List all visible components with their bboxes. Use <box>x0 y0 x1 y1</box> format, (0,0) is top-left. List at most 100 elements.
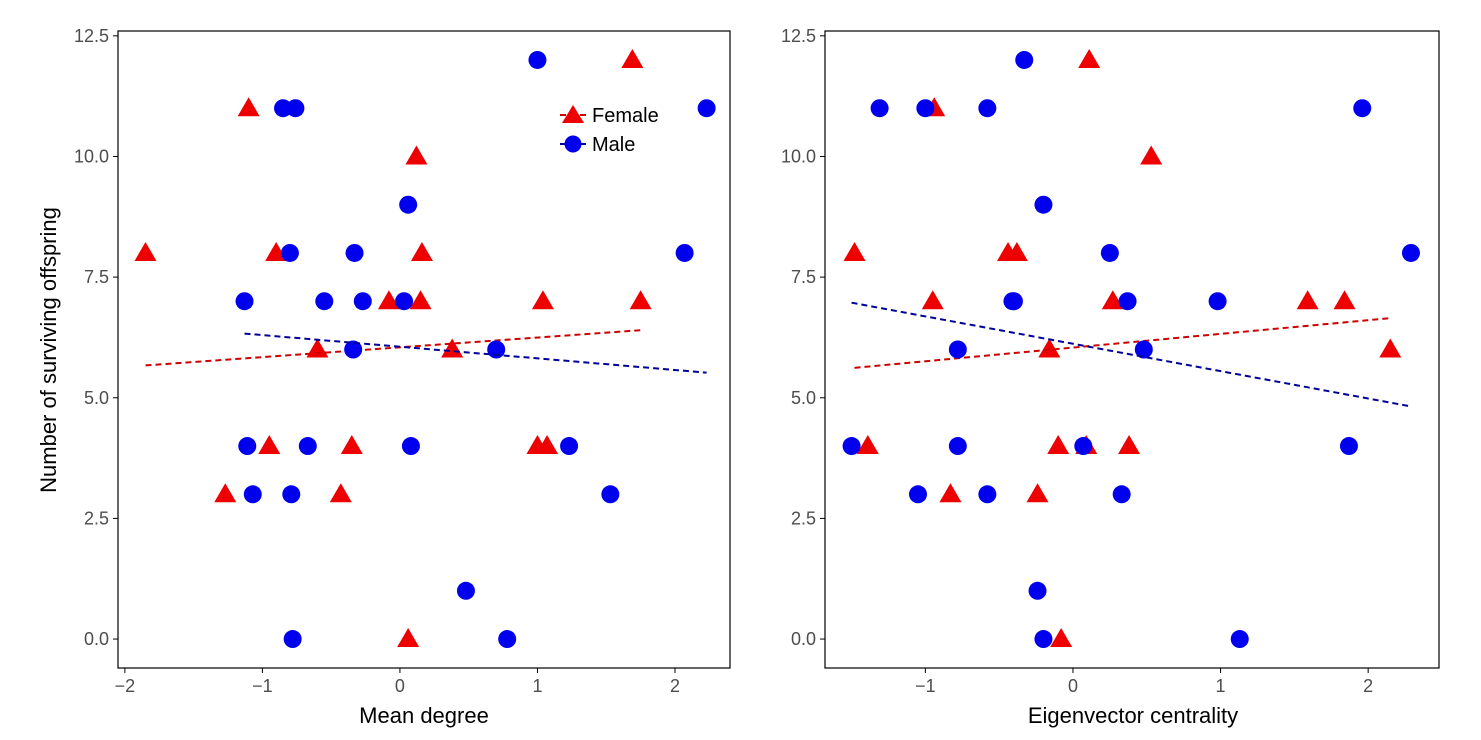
male-point <box>282 485 301 504</box>
male-point <box>1004 292 1023 311</box>
male-point <box>353 292 372 311</box>
male-point <box>697 99 716 118</box>
female-point <box>134 241 157 261</box>
legend-female-label: Female <box>592 105 659 127</box>
male-point <box>238 437 257 456</box>
panel-mean-degree: 0.0 2.5 5.0 7.5 10.0 12.5 −2 −1 0 1 2 <box>74 26 731 696</box>
male-point <box>978 485 997 504</box>
male-point <box>1112 485 1131 504</box>
male-point <box>345 243 364 262</box>
male-point <box>315 292 334 311</box>
male-point <box>487 340 506 359</box>
panel-border <box>824 30 1440 669</box>
female-point <box>1078 48 1101 68</box>
male-point <box>283 630 302 649</box>
y-tick-label: 5.0 <box>791 388 816 408</box>
female-point <box>629 290 652 310</box>
male-point <box>456 581 475 600</box>
male-point <box>1015 50 1034 69</box>
female-point <box>1118 435 1141 455</box>
male-point <box>1118 292 1137 311</box>
male-point <box>243 485 262 504</box>
male-point <box>916 99 935 118</box>
male-point <box>978 99 997 118</box>
y-tick-label: 5.0 <box>84 388 109 408</box>
x-tick-label: −1 <box>252 676 273 696</box>
female-point <box>441 338 464 358</box>
male-point <box>344 340 363 359</box>
male-point <box>1208 292 1227 311</box>
female-point <box>214 483 237 503</box>
x-tick-label: 0 <box>395 676 405 696</box>
female-point <box>1379 338 1402 358</box>
female-point <box>1050 628 1073 648</box>
male-point <box>528 50 547 69</box>
male-point <box>399 195 418 214</box>
y-tick-label: 12.5 <box>74 26 109 46</box>
legend-female-triangle-icon <box>562 105 584 123</box>
x-tick-label: 2 <box>1363 676 1373 696</box>
female-point <box>397 628 420 648</box>
x-tick-label: 1 <box>532 676 542 696</box>
female-point <box>405 145 428 165</box>
female-point <box>1296 290 1319 310</box>
male-point <box>274 99 293 118</box>
female-point <box>1047 435 1070 455</box>
female-point <box>340 435 363 455</box>
male-point <box>675 243 694 262</box>
female-point <box>410 241 433 261</box>
y-tick-label: 0.0 <box>791 629 816 649</box>
female-point <box>536 435 559 455</box>
female-point <box>1005 241 1028 261</box>
male-point <box>601 485 620 504</box>
female-point <box>237 97 260 117</box>
female-point <box>1026 483 1049 503</box>
female-point <box>409 290 432 310</box>
male-point <box>1100 243 1119 262</box>
male-point <box>1230 630 1249 649</box>
female-point <box>1101 290 1124 310</box>
female-point <box>531 290 554 310</box>
y-tick-label: 10.0 <box>74 146 109 166</box>
y-axis-title: Number of surviving offspring <box>36 207 61 493</box>
y-tick-label: 2.5 <box>84 508 109 528</box>
male-point <box>280 243 299 262</box>
male-trend-line <box>851 301 1412 408</box>
female-trend-line <box>145 329 641 367</box>
y-tick-label: 10.0 <box>781 146 816 166</box>
male-point <box>401 437 420 456</box>
legend-male-label: Male <box>592 134 635 156</box>
female-point <box>843 241 866 261</box>
y-tick-label: 7.5 <box>791 267 816 287</box>
x-axis-title-eigenvector-centrality: Eigenvector centrality <box>1028 703 1238 728</box>
y-tick-label: 0.0 <box>84 629 109 649</box>
male-point <box>1034 195 1053 214</box>
male-point <box>908 485 927 504</box>
male-point <box>1034 630 1053 649</box>
male-point <box>842 437 861 456</box>
female-point <box>306 338 329 358</box>
male-point <box>1074 437 1093 456</box>
female-point <box>258 435 281 455</box>
female-point <box>856 435 879 455</box>
x-tick-label: −2 <box>115 676 136 696</box>
y-tick-label: 2.5 <box>791 508 816 528</box>
male-point <box>1028 581 1047 600</box>
male-point <box>1339 437 1358 456</box>
male-point <box>395 292 414 311</box>
legend-male-circle-icon <box>564 135 582 153</box>
x-tick-label: −1 <box>915 676 936 696</box>
female-point <box>1038 338 1061 358</box>
male-point <box>1401 243 1420 262</box>
male-point <box>948 437 967 456</box>
female-point <box>939 483 962 503</box>
female-point <box>921 290 944 310</box>
female-point <box>329 483 352 503</box>
male-point <box>948 340 967 359</box>
male-point <box>1134 340 1153 359</box>
y-tick-label: 12.5 <box>781 26 816 46</box>
panel-eigenvector-centrality: 0.0 2.5 5.0 7.5 10.0 12.5 −1 0 1 2 <box>781 26 1440 696</box>
male-point <box>1353 99 1372 118</box>
female-point <box>621 48 644 68</box>
